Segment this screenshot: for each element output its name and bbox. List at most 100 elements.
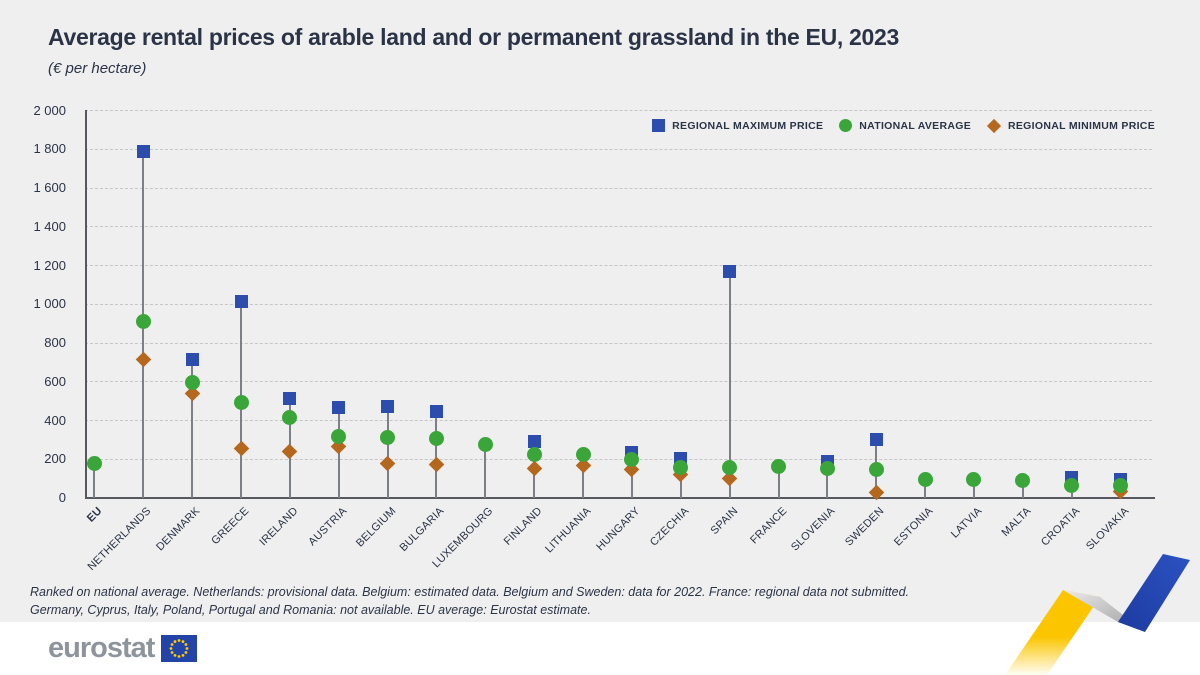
stem bbox=[191, 359, 194, 498]
eu-flag-icon bbox=[161, 635, 198, 662]
footnotes: Ranked on national average. Netherlands:… bbox=[30, 583, 909, 619]
plot-area: 0 200 400 600 800 1 000 1 200 1 400 1 600 1 800 2 … bbox=[33, 102, 1155, 573]
x-axis-category-label: SLOVENIA bbox=[789, 505, 838, 554]
x-axis-category-label: GREECE bbox=[209, 505, 252, 548]
grid-line bbox=[85, 303, 1152, 305]
national-average-marker bbox=[868, 461, 884, 477]
x-axis-category-label: CZECHIA bbox=[647, 505, 692, 549]
x-axis-category-label: SWEDEN bbox=[843, 505, 887, 549]
grid-line bbox=[85, 420, 1152, 421]
regional-maximum-marker bbox=[234, 295, 248, 309]
y-axis-tick-label: 600 bbox=[44, 373, 66, 389]
regional-maximum-marker bbox=[869, 432, 883, 446]
regional-maximum-marker bbox=[527, 434, 541, 448]
y-axis-tick-label: 1 400 bbox=[33, 218, 66, 234]
regional-minimum-marker bbox=[135, 351, 152, 368]
x-axis-category-label: EU bbox=[85, 505, 105, 525]
legend-label: NATIONAL AVERAGE bbox=[859, 119, 971, 132]
national-average-marker bbox=[917, 471, 933, 487]
national-average-marker bbox=[380, 430, 396, 446]
x-axis-category-label: DENMARK bbox=[154, 505, 203, 554]
x-axis-category-label: BULGARIA bbox=[397, 505, 447, 554]
green-circle-icon bbox=[839, 119, 853, 132]
stem bbox=[777, 466, 780, 498]
x-axis-category-label: AUSTRIA bbox=[306, 505, 350, 549]
y-axis-tick-label: 800 bbox=[44, 335, 66, 350]
x-axis-category-label: SPAIN bbox=[708, 505, 741, 537]
national-average-marker bbox=[233, 395, 249, 411]
stem bbox=[972, 479, 975, 498]
legend-label: REGIONAL MINIMUM PRICE bbox=[1008, 119, 1155, 132]
regional-maximum-marker bbox=[136, 145, 150, 159]
legend: REGIONAL MAXIMUM PRICE NATIONAL AVERAGE … bbox=[652, 118, 1155, 133]
national-average-marker bbox=[428, 430, 444, 446]
x-axis-category-label: BELGIUM bbox=[353, 505, 399, 550]
y-axis-tick-label: 200 bbox=[44, 451, 66, 467]
national-average-marker bbox=[771, 458, 787, 474]
grid-line bbox=[85, 342, 1152, 344]
national-average-marker bbox=[477, 437, 493, 453]
national-average-marker bbox=[526, 446, 542, 462]
national-average-marker bbox=[1113, 477, 1129, 493]
ribbon-yellow-band bbox=[1005, 590, 1100, 675]
y-axis-tick-label: 0 bbox=[58, 490, 66, 505]
national-average-marker bbox=[1015, 472, 1031, 488]
x-axis-category-label: IRELAND bbox=[257, 505, 301, 549]
national-average-marker bbox=[135, 314, 151, 330]
grid-line bbox=[85, 187, 1152, 189]
x-axis-line bbox=[85, 497, 1155, 499]
eurostat-ribbon-decoration bbox=[1005, 554, 1190, 675]
legend-item-national-average: NATIONAL AVERAGE bbox=[839, 119, 971, 132]
x-axis-category-label: HUNGARY bbox=[594, 505, 643, 554]
national-average-marker bbox=[624, 451, 640, 467]
national-average-marker bbox=[184, 374, 200, 390]
stem bbox=[484, 444, 487, 498]
stem bbox=[93, 463, 96, 498]
stem bbox=[728, 271, 731, 498]
legend-item-regional-minimum: REGIONAL MINIMUM PRICE bbox=[986, 118, 1155, 133]
national-average-marker bbox=[966, 471, 982, 487]
chart-panel bbox=[0, 0, 1200, 622]
orange-diamond-icon bbox=[986, 118, 1002, 133]
y-axis-tick-label: 2 000 bbox=[33, 102, 66, 118]
regional-maximum-marker bbox=[185, 352, 199, 366]
stem bbox=[435, 411, 438, 498]
regional-maximum-marker bbox=[332, 401, 346, 415]
ribbon-blue-band bbox=[1118, 554, 1190, 632]
regional-maximum-marker bbox=[283, 392, 297, 406]
x-axis-category-label: LUXEMBOURG bbox=[430, 505, 496, 571]
regional-minimum-marker bbox=[233, 440, 249, 457]
stem bbox=[826, 461, 829, 498]
y-axis-tick-label: 1 000 bbox=[33, 296, 66, 312]
y-axis-tick-label: 1 800 bbox=[33, 141, 66, 157]
eurostat-logo: eurostat bbox=[48, 632, 198, 665]
stem bbox=[924, 479, 927, 498]
y-axis-tick-label: 1 200 bbox=[33, 257, 66, 273]
grid-line bbox=[85, 148, 1152, 150]
stem bbox=[1021, 480, 1024, 498]
x-axis-category-label: FINLAND bbox=[501, 505, 545, 548]
grid-line bbox=[85, 110, 1152, 111]
chart-subtitle: (€ per hectare) bbox=[48, 60, 147, 77]
y-axis-tick-label: 1 600 bbox=[33, 180, 66, 195]
national-average-marker bbox=[819, 461, 835, 477]
x-axis-category-label: NETHERLANDS bbox=[85, 505, 154, 573]
national-average-marker bbox=[282, 410, 298, 426]
legend-item-regional-maximum: REGIONAL MAXIMUM PRICE bbox=[652, 119, 823, 132]
chart-title: Average rental prices of arable land and… bbox=[48, 24, 900, 50]
national-average-marker bbox=[86, 456, 102, 472]
regional-maximum-marker bbox=[429, 404, 443, 418]
legend-label: REGIONAL MAXIMUM PRICE bbox=[672, 119, 824, 132]
national-average-marker bbox=[1064, 477, 1080, 493]
y-axis-line bbox=[85, 110, 87, 499]
stem bbox=[582, 454, 585, 498]
grid-line bbox=[85, 381, 1152, 383]
y-axis-tick-label: 400 bbox=[44, 412, 66, 428]
x-axis-category-label: FRANCE bbox=[747, 505, 790, 547]
grid-line bbox=[85, 458, 1152, 460]
footnote-line-2: Germany, Cyprus, Italy, Poland, Portugal… bbox=[30, 603, 591, 618]
regional-minimum-marker bbox=[526, 460, 542, 476]
national-average-marker bbox=[331, 428, 347, 444]
footnote-line-1: Ranked on national average. Netherlands:… bbox=[30, 585, 910, 599]
